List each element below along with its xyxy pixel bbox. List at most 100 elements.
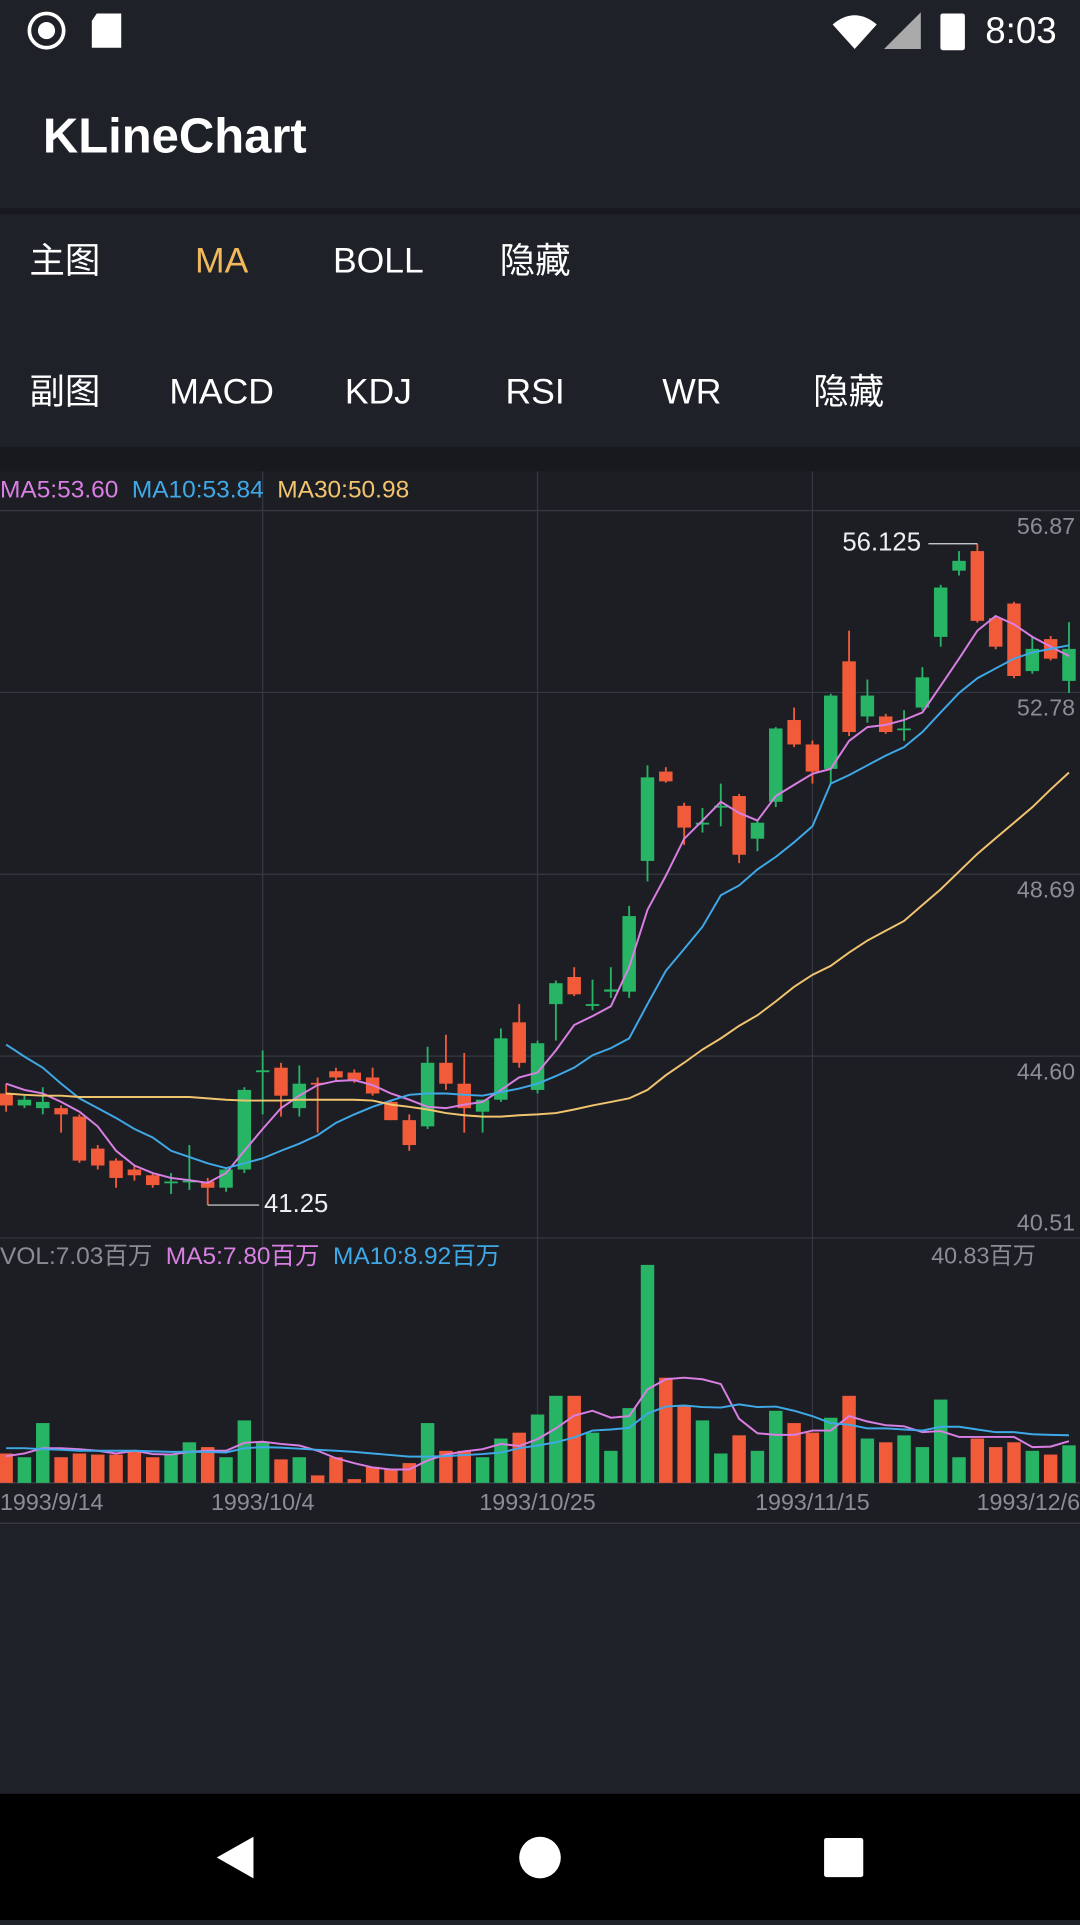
volume-bar [439, 1450, 453, 1483]
legend-entry: MA10:53.84 [132, 476, 264, 503]
tab[interactable]: 隐藏 [813, 372, 884, 412]
volume-bar [585, 1432, 600, 1483]
candle-body [494, 1038, 508, 1100]
candle-body [604, 989, 618, 992]
x-tick-label: 1993/10/25 [479, 1489, 595, 1515]
volume-bar [91, 1454, 105, 1483]
volume-bar [17, 1457, 32, 1483]
candle-body [274, 1067, 288, 1096]
candle-body [897, 728, 911, 731]
candle-body [530, 1043, 545, 1090]
candle-body [72, 1116, 87, 1161]
candle-body [1062, 648, 1076, 681]
volume-bar [274, 1459, 288, 1483]
candle-body [769, 728, 783, 802]
volume-bar [640, 1264, 655, 1483]
tab[interactable]: WR [662, 372, 721, 412]
candle-body [457, 1083, 471, 1109]
candle-body [237, 1089, 252, 1170]
volume-bar [36, 1423, 50, 1483]
volume-bar [145, 1457, 160, 1483]
home-button[interactable] [519, 1836, 561, 1879]
legend-entry: VOL:7.03百万 [0, 1243, 152, 1270]
candle-body [91, 1148, 105, 1166]
candle-body [145, 1175, 160, 1186]
low-annotation: 41.25 [264, 1190, 328, 1218]
volume-bar [878, 1442, 893, 1483]
candle-body [970, 551, 985, 621]
candle-body [164, 1181, 178, 1184]
volume-bar [897, 1435, 911, 1483]
volume-bar [200, 1447, 215, 1483]
candle-body [17, 1099, 32, 1106]
candle-body [109, 1160, 123, 1178]
candle-body [512, 1022, 526, 1063]
recents-button[interactable] [824, 1837, 864, 1878]
candle-body [952, 560, 966, 571]
candle-body [714, 805, 728, 808]
icon [27, 11, 66, 50]
back-button[interactable] [216, 1836, 254, 1879]
volume-bar [310, 1475, 325, 1483]
candle-body [1007, 603, 1021, 676]
volume-bar [109, 1454, 123, 1483]
candle-body [842, 661, 856, 733]
volume-bar [365, 1466, 380, 1483]
app-title: KLineChart [43, 110, 307, 164]
candle-body [439, 1062, 453, 1084]
volume-bar [842, 1395, 856, 1483]
candle-body [805, 744, 820, 772]
volume-bar [164, 1454, 178, 1483]
high-annotation: 56.125 [842, 529, 921, 557]
volume-bar [695, 1420, 710, 1483]
tab[interactable]: 隐藏 [500, 241, 571, 281]
volume-bar [255, 1442, 270, 1483]
candle-body [988, 618, 1003, 647]
legend-entry: MA30:50.98 [277, 476, 409, 503]
candle-body [640, 777, 655, 861]
legend-entry: MA10:8.92百万 [333, 1243, 500, 1270]
ma-line [5, 614, 1070, 1184]
wifi-icon [832, 15, 877, 49]
candle-body [402, 1120, 417, 1146]
volume-bar [1043, 1454, 1058, 1483]
tab-row-label: 主图 [29, 241, 100, 281]
candle-body [127, 1169, 142, 1176]
volume-bar [915, 1447, 930, 1483]
x-tick-label: 1993/11/15 [755, 1489, 870, 1515]
volume-bar [475, 1457, 490, 1483]
ma-line [6, 1403, 1069, 1458]
tab[interactable]: MA [195, 241, 249, 281]
volume-bar [952, 1457, 966, 1483]
volume-bar [824, 1417, 838, 1483]
volume-bar [769, 1410, 783, 1483]
volume-bar [237, 1420, 252, 1483]
tab[interactable]: BOLL [333, 241, 424, 281]
candle-body [329, 1071, 343, 1078]
x-tick-label: 1993/10/4 [211, 1489, 315, 1515]
volume-bar [512, 1432, 526, 1483]
tab[interactable]: KDJ [345, 372, 412, 412]
y-tick-label: 52.78 [1017, 695, 1075, 721]
y-tick-label: 56.87 [1017, 513, 1075, 539]
candle-body [310, 1082, 325, 1085]
volume-bar [127, 1450, 142, 1483]
legend-entry: MA5:7.80百万 [166, 1243, 320, 1270]
volume-bar [420, 1423, 435, 1483]
candle-body [182, 1180, 197, 1183]
candle-body [933, 587, 948, 637]
tab[interactable]: MACD [169, 372, 274, 412]
candle-body [585, 1004, 600, 1006]
candle-body [695, 822, 710, 825]
ma-line [6, 771, 1070, 1118]
clock: 8:03 [985, 10, 1056, 51]
tab[interactable]: RSI [506, 372, 565, 412]
candle-body [750, 822, 765, 839]
volume-bar [347, 1479, 362, 1483]
candle-body [677, 805, 691, 828]
volume-bar [549, 1395, 563, 1483]
y-tick-label: 40.51 [1017, 1210, 1075, 1236]
volume-bar [54, 1457, 68, 1483]
candle-body [255, 1070, 270, 1073]
